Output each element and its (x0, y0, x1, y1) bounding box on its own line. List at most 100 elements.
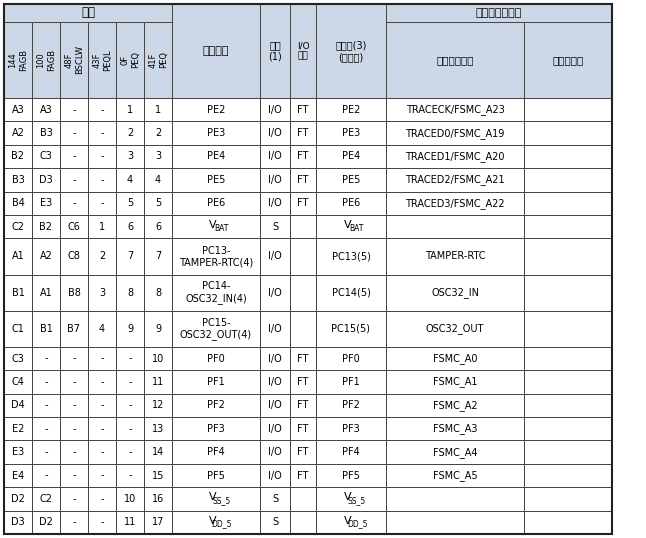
Bar (88, 215, 116, 238)
Text: SS_5: SS_5 (348, 496, 366, 505)
Text: C6: C6 (68, 222, 81, 232)
Bar (4, 370, 32, 394)
Bar (60, 370, 88, 394)
Bar (144, 215, 172, 238)
Bar (4, 417, 32, 441)
Bar (260, 215, 290, 238)
Text: 5: 5 (127, 199, 133, 208)
Bar (60, 238, 88, 274)
Text: 43F
PEQL: 43F PEQL (92, 49, 112, 71)
Bar (524, 145, 612, 168)
Text: 重定义功能: 重定义功能 (552, 55, 583, 65)
Bar (88, 394, 116, 417)
Text: B3: B3 (39, 128, 52, 138)
Bar (4, 511, 32, 534)
Bar (144, 238, 172, 274)
Text: -: - (100, 353, 104, 364)
Bar (316, 310, 386, 347)
Text: TRACED2/FSMC_A21: TRACED2/FSMC_A21 (405, 174, 505, 185)
Text: 14: 14 (152, 447, 164, 457)
Text: PF5: PF5 (207, 471, 225, 480)
Text: D2: D2 (11, 494, 25, 504)
Text: FT: FT (297, 424, 309, 434)
Bar (172, 417, 260, 441)
Text: 144
FAGB: 144 FAGB (8, 49, 28, 71)
Bar (260, 347, 290, 370)
Bar (172, 238, 260, 274)
Bar (524, 511, 612, 534)
Text: B1: B1 (39, 324, 52, 334)
Text: 脚位: 脚位 (81, 6, 95, 19)
Text: 13: 13 (152, 424, 164, 434)
Bar (144, 464, 172, 487)
Bar (116, 347, 144, 370)
Text: 16: 16 (152, 494, 164, 504)
Bar (316, 215, 386, 238)
Bar (172, 274, 260, 310)
Text: I/O: I/O (268, 447, 282, 457)
Bar (524, 394, 612, 417)
Text: FT: FT (297, 353, 309, 364)
Text: -: - (44, 377, 48, 387)
Text: PF2: PF2 (207, 400, 225, 410)
Bar (60, 98, 88, 122)
Text: -: - (44, 353, 48, 364)
Text: A1: A1 (39, 288, 52, 298)
Bar (116, 238, 144, 274)
Bar (4, 394, 32, 417)
Text: TRACED0/FSMC_A19: TRACED0/FSMC_A19 (405, 128, 505, 139)
Bar (144, 98, 172, 122)
Text: FT: FT (297, 199, 309, 208)
Bar (60, 310, 88, 347)
Text: -: - (129, 447, 132, 457)
Text: PE2: PE2 (207, 105, 225, 115)
Bar (290, 215, 316, 238)
Text: PE4: PE4 (207, 152, 225, 161)
Bar (290, 464, 316, 487)
Bar (60, 192, 88, 215)
Bar (32, 417, 60, 441)
Text: A2: A2 (39, 251, 52, 261)
Text: 可选的复用功能: 可选的复用功能 (476, 8, 522, 18)
Bar (386, 22, 524, 98)
Bar (290, 145, 316, 168)
Text: FSMC_A0: FSMC_A0 (433, 353, 477, 364)
Text: A3: A3 (12, 105, 25, 115)
Text: PC15-
OSC32_OUT(4): PC15- OSC32_OUT(4) (180, 317, 252, 340)
Bar (524, 347, 612, 370)
Bar (172, 370, 260, 394)
Bar (290, 4, 316, 98)
Bar (60, 122, 88, 145)
Text: -: - (72, 128, 76, 138)
Text: -: - (44, 447, 48, 457)
Bar (386, 274, 524, 310)
Text: PF0: PF0 (207, 353, 225, 364)
Bar (116, 441, 144, 464)
Bar (524, 274, 612, 310)
Text: D3: D3 (11, 518, 25, 527)
Bar (290, 122, 316, 145)
Text: V: V (209, 492, 217, 502)
Text: 5: 5 (155, 199, 161, 208)
Bar (4, 274, 32, 310)
Bar (386, 168, 524, 192)
Bar (524, 310, 612, 347)
Bar (316, 122, 386, 145)
Text: 2: 2 (99, 251, 105, 261)
Text: C8: C8 (68, 251, 81, 261)
Bar (32, 347, 60, 370)
Bar (4, 347, 32, 370)
Text: I/O: I/O (268, 175, 282, 185)
Bar (260, 98, 290, 122)
Text: -: - (100, 128, 104, 138)
Text: 默认复用功能: 默认复用功能 (436, 55, 474, 65)
Bar (290, 310, 316, 347)
Bar (172, 215, 260, 238)
Bar (32, 464, 60, 487)
Bar (316, 238, 386, 274)
Text: A1: A1 (12, 251, 25, 261)
Bar (88, 370, 116, 394)
Text: PF3: PF3 (207, 424, 225, 434)
Bar (172, 464, 260, 487)
Bar (260, 464, 290, 487)
